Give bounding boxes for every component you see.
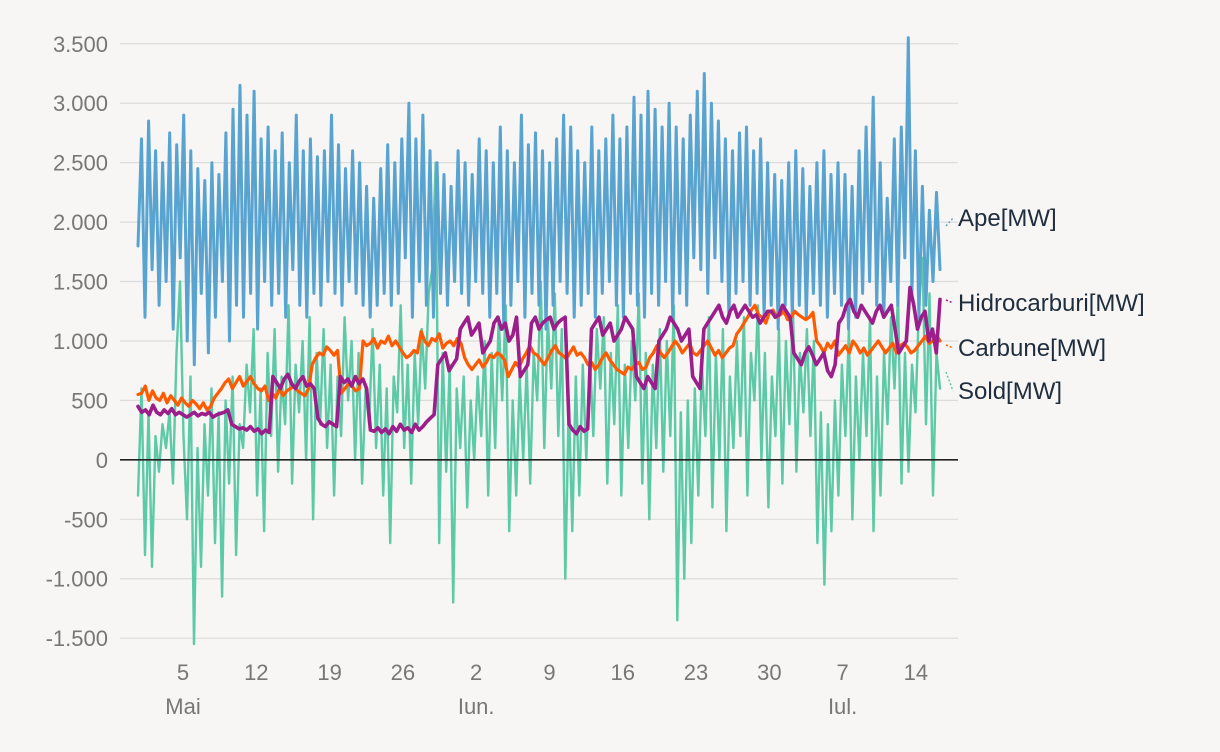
y-tick-label: 1.000 xyxy=(53,329,108,354)
x-tick-label: 23 xyxy=(684,660,708,685)
x-tick-label: 14 xyxy=(904,660,928,685)
legend-leader xyxy=(945,217,954,227)
y-tick-label: 3.500 xyxy=(53,32,108,57)
legend-leader xyxy=(945,344,954,349)
y-tick-label: 2.000 xyxy=(53,210,108,235)
x-tick-label: 16 xyxy=(611,660,635,685)
y-tick-label: 1.500 xyxy=(53,270,108,295)
legend-label-ape: Ape[MW] xyxy=(958,205,1057,232)
legend-leader xyxy=(945,299,954,304)
x-tick-label: 26 xyxy=(391,660,415,685)
x-tick-label: 9 xyxy=(543,660,555,685)
y-tick-label: 500 xyxy=(71,388,108,413)
y-tick-label: 0 xyxy=(96,448,108,473)
y-tick-label: -1.000 xyxy=(46,567,108,592)
legend-leader xyxy=(945,371,954,392)
series-hidrocarburi-line xyxy=(136,285,942,436)
x-tick-label: 19 xyxy=(317,660,341,685)
x-axis-tick-labels: 5 12 19 26 2 9 16 23 30 7 14 xyxy=(177,660,928,685)
series-lines xyxy=(136,36,942,646)
x-tick-label: 12 xyxy=(244,660,268,685)
x-axis-month-labels: Mai Iun. Iul. xyxy=(165,694,857,719)
x-tick-label: 7 xyxy=(837,660,849,685)
y-tick-label: 2.500 xyxy=(53,151,108,176)
x-tick-label: 2 xyxy=(470,660,482,685)
y-axis-tick-labels: -1.500 -1.000 -500 0 500 1.000 1.500 2.000 2.500… xyxy=(46,32,108,651)
legend-label-carbune: Carbune[MW] xyxy=(958,335,1106,362)
x-tick-label: 5 xyxy=(177,660,189,685)
month-label: Iul. xyxy=(828,694,857,719)
legend-label-sold: Sold[MW] xyxy=(958,378,1062,405)
month-label: Iun. xyxy=(458,694,495,719)
y-tick-label: -1.500 xyxy=(46,626,108,651)
x-tick-label: 30 xyxy=(757,660,781,685)
series-ape-line xyxy=(136,36,942,367)
month-label: Mai xyxy=(165,694,200,719)
legend: Ape[MW] Hidrocarburi[MW] Carbune[MW] Sold[M… xyxy=(945,205,1145,405)
y-tick-label: -500 xyxy=(64,507,108,532)
legend-label-hidrocarburi: Hidrocarburi[MW] xyxy=(958,290,1145,317)
y-tick-label: 3.000 xyxy=(53,91,108,116)
